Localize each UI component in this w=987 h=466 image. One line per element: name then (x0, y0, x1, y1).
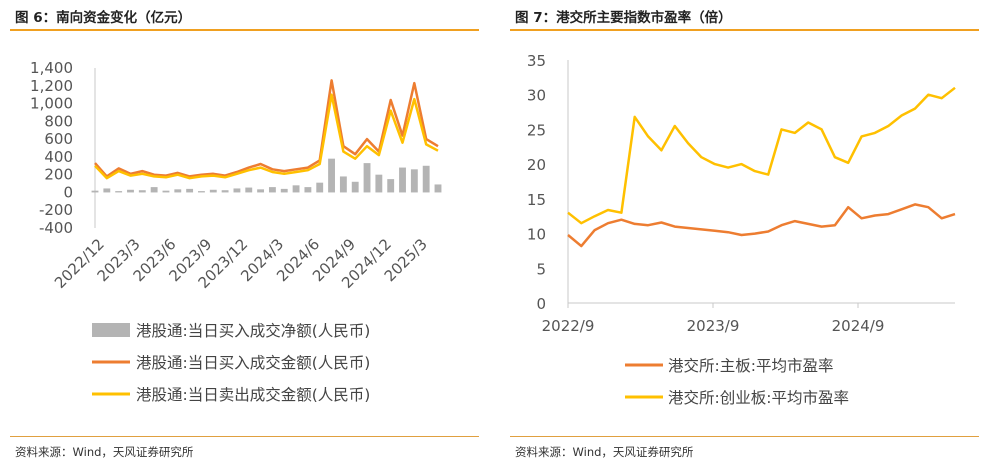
right-title-rule (510, 29, 979, 31)
right-legend-label: 港交所:创业板:平均市盈率 (668, 389, 849, 407)
left-source-note: 资料来源：Wind，天风证券研究所 (15, 445, 194, 459)
right-y-tick-label: 15 (527, 191, 546, 209)
left-y-tick-label: -400 (39, 219, 73, 237)
right-source-rule (510, 436, 979, 437)
right-x-tick-label: 2023/9 (687, 317, 740, 335)
right-y-tick-label: 20 (527, 156, 546, 174)
left-y-tick-label: 1,200 (30, 77, 73, 95)
left-net-bar (221, 190, 229, 193)
left-title-rule (10, 29, 479, 31)
left-sell-amount-line (94, 93, 439, 180)
left-figure-title: 图 6：南向资金变化（亿元） (15, 10, 192, 26)
right-chart-svg: 35 30 25 20 15 10 5 0 2022/9 2023/9 2024/9 港交所:主板… (527, 52, 956, 407)
left-x-tick-label: 2022/12 (51, 235, 108, 292)
left-net-bar (351, 181, 359, 193)
left-net-bar (198, 191, 205, 193)
right-y-tick-label: 35 (527, 52, 546, 70)
left-y-tick-label: 1,400 (30, 59, 73, 77)
right-y-tick-label: 5 (536, 260, 546, 278)
left-y-tick-label: 600 (44, 130, 73, 148)
left-net-bar (245, 187, 253, 193)
left-y-tick-label: 400 (44, 148, 73, 166)
left-net-bar (316, 182, 324, 193)
left-net-bar (280, 188, 288, 193)
right-x-tick-label: 2024/9 (832, 317, 885, 335)
left-net-bar (162, 190, 170, 193)
left-net-bar (399, 167, 406, 193)
left-y-tick-label: 800 (44, 112, 73, 130)
right-y-tick-label: 25 (527, 121, 546, 139)
left-net-bar (339, 176, 347, 193)
left-net-bar (304, 187, 312, 193)
left-chart-panel: 图 6：南向资金变化（亿元） 1,400 1,200 1,000 800 600 400 2… (0, 0, 487, 466)
left-y-tick-label: 0 (63, 183, 73, 201)
left-legend-label: 港股通:当日卖出成交金额(人民币) (136, 386, 370, 404)
right-gem-pe-line (567, 86, 956, 225)
left-net-bar (387, 179, 395, 193)
right-y-tick-label: 30 (527, 87, 546, 105)
left-source-rule (10, 436, 479, 437)
left-net-bar (233, 188, 241, 193)
right-figure-title: 图 7：港交所主要指数市盈率（倍） (515, 10, 732, 26)
left-net-bar (257, 189, 265, 193)
right-chart-panel: 图 7：港交所主要指数市盈率（倍） 35 30 25 20 15 10 5 0 2022/9 2… (500, 0, 987, 466)
left-net-bar (375, 174, 383, 193)
left-legend-label: 港股通:当日买入成交金额(人民币) (136, 354, 370, 372)
left-net-bar (363, 163, 371, 193)
right-main-board-pe-line (567, 203, 956, 248)
left-net-bar (328, 158, 335, 193)
left-net-bar (127, 189, 134, 193)
left-net-bar (138, 190, 146, 193)
left-net-bar (91, 190, 99, 193)
left-net-bar (292, 185, 300, 193)
left-legend-label: 港股通:当日买入成交净额(人民币) (136, 322, 370, 340)
left-net-bar (268, 187, 276, 193)
right-y-tick-label: 10 (527, 226, 546, 244)
left-y-tick-label: 200 (44, 166, 73, 184)
left-net-bar (186, 188, 194, 193)
left-net-bar (434, 184, 442, 193)
left-legend-swatch-net (92, 323, 130, 337)
left-net-bar (422, 165, 430, 193)
left-net-bar (410, 169, 418, 193)
left-y-tick-label: -200 (39, 201, 73, 219)
left-net-bar (209, 189, 217, 193)
left-net-bar (150, 187, 158, 193)
left-net-bar (103, 188, 111, 193)
left-y-tick-label: 1,000 (30, 95, 73, 113)
left-net-bar (115, 191, 123, 193)
right-x-tick-label: 2022/9 (542, 317, 595, 335)
right-source-note: 资料来源：Wind，天风证券研究所 (515, 445, 694, 459)
right-legend-label: 港交所:主板:平均市盈率 (668, 357, 833, 375)
left-net-bar (174, 189, 182, 193)
right-y-tick-label: 0 (536, 295, 546, 313)
